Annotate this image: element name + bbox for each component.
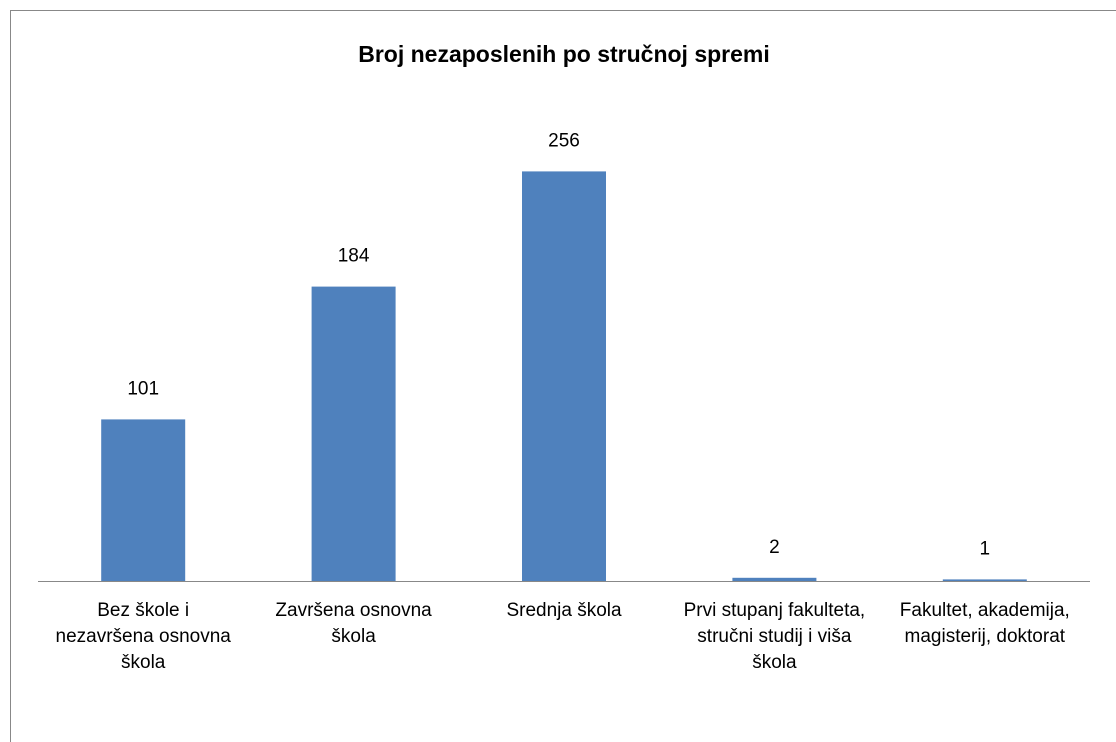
x-tick-label: Završena osnovna škola (275, 600, 432, 647)
x-tick-label: Fakultet, akademija, magisterij, doktora… (899, 600, 1070, 647)
data-label: 101 (127, 378, 159, 399)
chart-frame (10, 10, 1116, 742)
bar (942, 579, 1027, 581)
x-tick-label: Bez škole i nezavršena osnovna škola (55, 600, 231, 673)
x-tick-label: Srednja škola (506, 600, 622, 621)
data-label: 184 (338, 246, 370, 267)
data-label: 256 (548, 130, 580, 151)
bar (311, 286, 396, 581)
bar (522, 171, 606, 581)
x-tick-label: Prvi stupanj fakulteta, stručni studij i… (683, 600, 866, 673)
data-label: 1 (980, 538, 991, 559)
chart-title: Broj nezaposlenih po stručnoj spremi (358, 41, 770, 67)
bar (101, 419, 186, 581)
bar (732, 577, 817, 581)
data-label: 2 (769, 537, 780, 558)
